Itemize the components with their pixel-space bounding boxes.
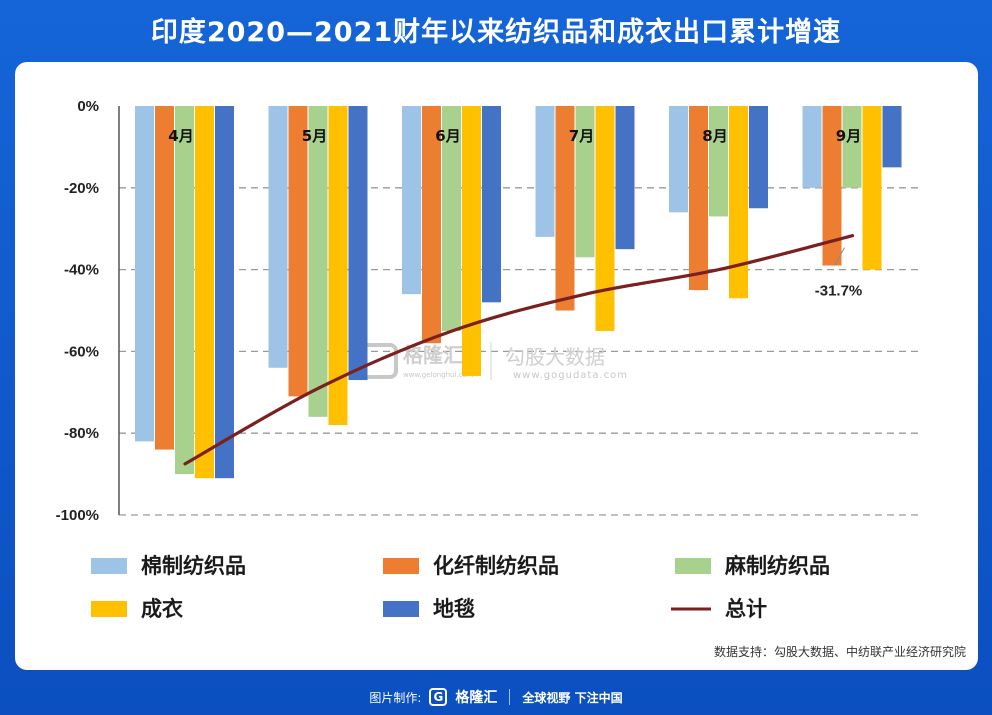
bar-3-3 (442, 106, 461, 331)
data-source: 数据支持：勾股大数据、中纺联产业经济研究院 (713, 645, 966, 659)
legend-label-4: 成衣 (141, 597, 183, 621)
watermark-data-brand: 勾股大数据 (505, 345, 605, 369)
annotation-leader (834, 247, 845, 266)
y-tick-label: -20% (64, 180, 99, 197)
page-title: 印度2020—2021财年以来纺织品和成衣出口累计增速 (150, 17, 842, 48)
bar-4-4 (595, 106, 615, 331)
bar-3-6 (842, 106, 862, 188)
y-tick-label: -80% (64, 425, 99, 442)
y-tick-label: 0% (77, 98, 99, 115)
legend-label-6: 总计 (725, 597, 767, 621)
bar-2-5 (689, 106, 708, 291)
footer: 图片制作: G 格隆汇 全球视野 下注中国 (0, 684, 992, 710)
chart-card: 0% -20% -40% -60% -80% -100% 格隆汇 www.gelonghui.… (15, 62, 978, 670)
bar-2-6 (822, 106, 842, 266)
bar-1-6 (802, 106, 822, 188)
footer-divider (509, 689, 511, 705)
bar-3-2 (308, 106, 328, 417)
bar-4-1 (195, 106, 214, 479)
watermark-brand-url: www.gelonghui.com (403, 371, 474, 379)
gelonghui-logo-icon: G (429, 688, 448, 706)
x-tick-label: 5月 (302, 127, 327, 145)
bar-2-4 (555, 106, 575, 311)
footer-slogan: 全球视野 下注中国 (522, 690, 623, 705)
x-tick-label: 7月 (569, 127, 594, 145)
bar-5-2 (348, 106, 368, 381)
y-tick-label: -100% (56, 507, 99, 524)
bar-1-4 (535, 106, 555, 237)
legend-label-1: 棉制纺织品 (141, 554, 246, 578)
legend-label-2: 化纤制纺织品 (433, 554, 559, 578)
bar-2-1 (155, 106, 174, 450)
bar-5-1 (215, 106, 234, 479)
legend-swatch-5 (383, 601, 419, 617)
legend-swatch-4 (91, 601, 127, 617)
bar-4-5 (729, 106, 748, 299)
watermark-data-url: www.gogudata.com (513, 370, 628, 381)
x-tick-label: 6月 (435, 127, 460, 145)
bar-1-5 (669, 106, 688, 213)
y-tick-label: -40% (64, 262, 99, 279)
legend-swatch-3 (675, 558, 711, 574)
bar-2-3 (422, 106, 441, 344)
bar-4-3 (462, 106, 481, 376)
bar-4-2 (328, 106, 348, 426)
bar-3-4 (575, 106, 595, 258)
footer-brand: 格隆汇 (455, 690, 498, 706)
bar-1-2 (268, 106, 288, 368)
legend-label-5: 地毯 (433, 597, 475, 621)
bar-2-2 (288, 106, 308, 397)
legend-swatch-2 (383, 558, 419, 574)
x-tick-label: 9月 (836, 127, 861, 145)
bar-5-6 (882, 106, 902, 168)
bar-4-6 (862, 106, 882, 270)
bar-1-1 (135, 106, 154, 442)
chart: 0%-20%-40%-60%-80%-100%格隆汇www.gelonghui.… (56, 98, 920, 621)
bar-3-5 (709, 106, 728, 217)
made-by-label: 图片制作: (369, 690, 422, 705)
annotation-label: -31.7% (815, 283, 863, 300)
total-line (183, 234, 855, 466)
legend-swatch-1 (91, 558, 127, 574)
bar-5-5 (749, 106, 768, 209)
bar-5-4 (615, 106, 635, 250)
bar-1-3 (402, 106, 421, 295)
bar-3-1 (175, 106, 194, 475)
x-tick-label: 8月 (702, 127, 727, 145)
y-tick-label: -60% (64, 343, 99, 360)
legend-label-3: 麻制纺织品 (724, 554, 830, 578)
x-tick-label: 4月 (168, 127, 193, 145)
bar-5-3 (482, 106, 501, 303)
